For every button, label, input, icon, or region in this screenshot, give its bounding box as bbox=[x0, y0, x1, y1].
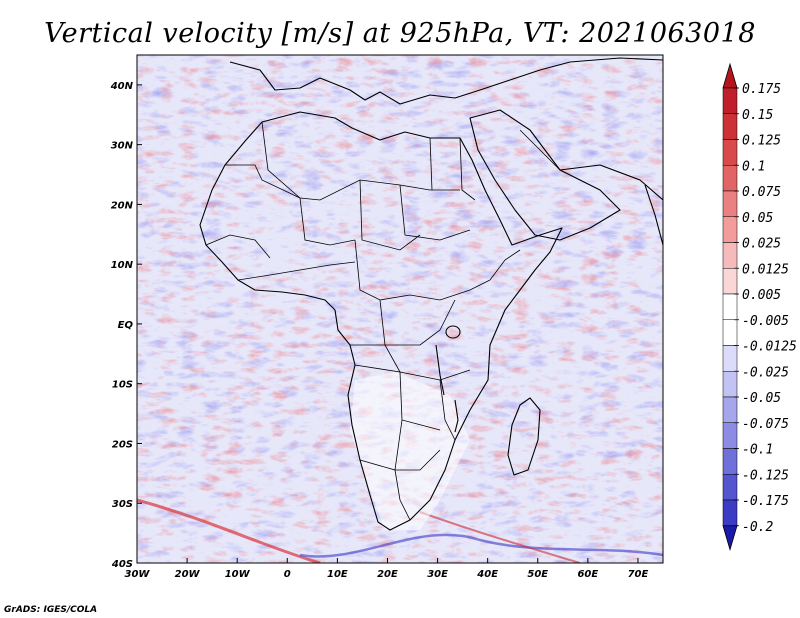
colorbar-label: 0.1 bbox=[742, 159, 765, 174]
colorbar-swatch bbox=[722, 293, 738, 320]
colorbar-swatch bbox=[722, 474, 738, 501]
colorbar-label: -0.0125 bbox=[742, 340, 797, 355]
colorbar-label: 0.075 bbox=[742, 185, 781, 200]
colorbar-label: -0.2 bbox=[742, 520, 773, 535]
x-tick-label: 10W bbox=[225, 569, 251, 580]
africa-coastline bbox=[199, 111, 563, 531]
y-tick-label: EQ bbox=[118, 320, 134, 331]
x-tick-label: 20E bbox=[377, 569, 398, 580]
colorbar-swatch bbox=[722, 190, 738, 217]
colorbar-bottom-arrow bbox=[722, 525, 738, 552]
colorbar-swatch bbox=[722, 499, 738, 526]
y-tick-label: 40S bbox=[111, 559, 133, 570]
lake-tanganyika bbox=[435, 344, 445, 396]
india-coastline bbox=[644, 184, 663, 246]
colorbar-label: 0.15 bbox=[742, 108, 773, 123]
colorbar-swatch bbox=[722, 165, 738, 192]
x-axis: 30W 20W 10W 0 10E 20E 30E 40E 50E 60E 70E bbox=[125, 558, 649, 580]
colorbar-swatch bbox=[722, 448, 738, 475]
southern-ocean-streak-1 bbox=[137, 498, 321, 563]
colorbar-swatch bbox=[722, 422, 738, 449]
arabia-coastline bbox=[469, 109, 621, 241]
x-tick-label: 60E bbox=[577, 569, 598, 580]
y-tick-label: 10N bbox=[111, 260, 134, 271]
colorbar-label: 0.005 bbox=[742, 288, 781, 303]
x-tick-label: 20W bbox=[175, 569, 201, 580]
colorbar-label: -0.005 bbox=[742, 314, 789, 329]
country-borders bbox=[205, 121, 561, 521]
southern-ocean-streak-2 bbox=[299, 533, 663, 558]
y-tick-label: 10S bbox=[112, 380, 133, 391]
colorbar-label: -0.1 bbox=[742, 443, 773, 458]
x-tick-label: 50E bbox=[527, 569, 548, 580]
colorbar-label: -0.025 bbox=[742, 365, 789, 380]
colorbar-label: 0.125 bbox=[742, 134, 781, 149]
x-tick-label: 70E bbox=[628, 569, 649, 580]
y-axis: 40N 30N 20N 10N EQ 10S 20S 30S 40S bbox=[110, 81, 142, 570]
colorbar-swatch bbox=[722, 396, 738, 423]
south-asia-coastline bbox=[559, 164, 663, 201]
colorbar-label: 0.025 bbox=[742, 237, 781, 252]
europe-coastline bbox=[229, 57, 663, 105]
x-tick-label: 30W bbox=[125, 569, 151, 580]
madagascar-coastline bbox=[507, 397, 541, 476]
x-tick-label: 0 bbox=[284, 569, 291, 580]
southern-africa-calm-area bbox=[350, 372, 470, 530]
colorbar-swatch bbox=[722, 242, 738, 269]
colorbar-swatch bbox=[722, 371, 738, 398]
colorbar-label: -0.075 bbox=[742, 417, 789, 432]
lake-victoria bbox=[445, 325, 461, 339]
colorbar-label: 0.175 bbox=[742, 82, 781, 97]
colorbar-swatch bbox=[722, 345, 738, 372]
colorbar: 0.175 0.15 0.125 0.1 0.075 0.05 0.025 0.0125 0.0… bbox=[722, 62, 797, 552]
y-tick-label: 20N bbox=[111, 200, 134, 211]
colorbar-swatch bbox=[722, 139, 738, 166]
colorbar-swatch bbox=[722, 319, 738, 346]
x-tick-label: 30E bbox=[427, 569, 448, 580]
map-frame bbox=[136, 54, 664, 564]
southern-ocean-streak-3 bbox=[419, 511, 581, 563]
map-area bbox=[137, 55, 663, 563]
colorbar-label: 0.05 bbox=[742, 211, 773, 226]
x-tick-label: 10E bbox=[327, 569, 348, 580]
chart-title: Vertical velocity [m/s] at 925hPa, VT: 2… bbox=[44, 18, 756, 49]
grads-credit: GrADS: IGES/COLA bbox=[4, 605, 97, 615]
colorbar-label: -0.05 bbox=[742, 391, 781, 406]
colorbar-label: -0.175 bbox=[742, 494, 789, 509]
colorbar-swatch bbox=[722, 87, 738, 114]
colorbar-label: -0.125 bbox=[742, 468, 789, 483]
y-tick-label: 30S bbox=[112, 499, 133, 510]
y-tick-label: 30N bbox=[111, 141, 134, 152]
colorbar-swatch bbox=[722, 268, 738, 295]
colorbar-top-arrow bbox=[722, 62, 738, 89]
lake-malawi bbox=[454, 399, 459, 433]
colorbar-swatch bbox=[722, 216, 738, 243]
x-tick-label: 40E bbox=[476, 569, 498, 580]
y-tick-label: 40N bbox=[110, 81, 134, 92]
colorbar-swatch bbox=[722, 113, 738, 140]
y-tick-label: 20S bbox=[112, 439, 133, 450]
colorbar-label: 0.0125 bbox=[742, 262, 789, 277]
